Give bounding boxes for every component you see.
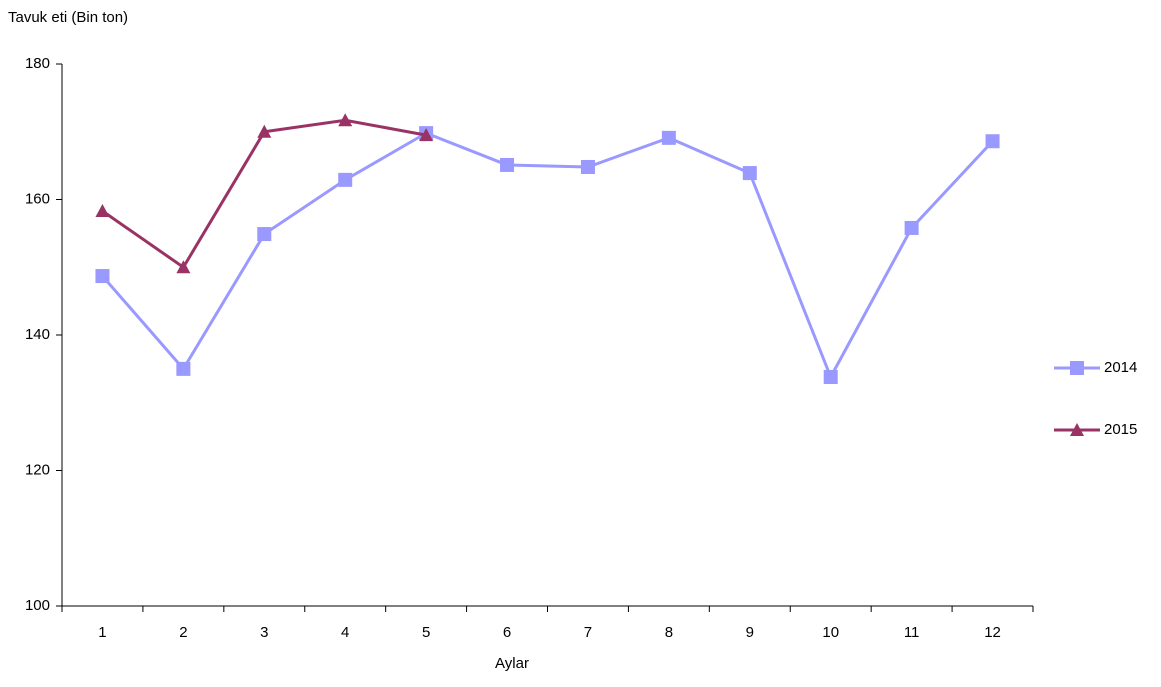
x-tick-label: 5: [422, 624, 430, 641]
x-tick-label: 9: [746, 624, 754, 641]
x-tick-label: 3: [260, 624, 268, 641]
y-tick-label: 140: [25, 326, 50, 343]
y-tick-label: 120: [25, 461, 50, 478]
legend-marker: [1070, 423, 1084, 436]
data-point: [338, 113, 353, 127]
x-tick-label: 12: [984, 624, 1001, 641]
x-tick-label: 1: [98, 624, 106, 641]
x-tick-label: 2: [179, 624, 187, 641]
data-point: [176, 260, 191, 274]
data-point: [257, 227, 272, 242]
x-tick-label: 8: [665, 624, 673, 641]
x-axis-title: Aylar: [495, 655, 529, 672]
y-tick-label: 100: [25, 597, 50, 614]
data-point: [742, 166, 757, 181]
y-tick-label: 160: [25, 190, 50, 207]
data-point: [500, 157, 515, 172]
data-point: [257, 124, 272, 138]
x-tick-label: 7: [584, 624, 592, 641]
legend-label: 2015: [1104, 421, 1137, 438]
data-point: [580, 159, 595, 174]
data-point: [95, 269, 110, 284]
series-line: [101, 131, 994, 381]
data-point: [338, 172, 353, 187]
data-point: [661, 130, 676, 145]
y-tick-label: 180: [25, 55, 50, 72]
data-point: [904, 220, 919, 235]
data-point: [985, 134, 1000, 149]
legend-marker: [1070, 361, 1084, 375]
x-tick-label: 4: [341, 624, 349, 641]
data-point: [419, 128, 434, 142]
data-point: [95, 204, 110, 218]
legend-label: 2014: [1104, 359, 1137, 376]
series-line: [101, 118, 427, 270]
data-point: [823, 370, 838, 385]
data-point: [176, 361, 191, 376]
x-tick-label: 11: [904, 624, 920, 641]
y-axis-title: Tavuk eti (Bin ton): [8, 9, 128, 26]
x-tick-label: 6: [503, 624, 511, 641]
x-tick-label: 10: [822, 624, 839, 641]
